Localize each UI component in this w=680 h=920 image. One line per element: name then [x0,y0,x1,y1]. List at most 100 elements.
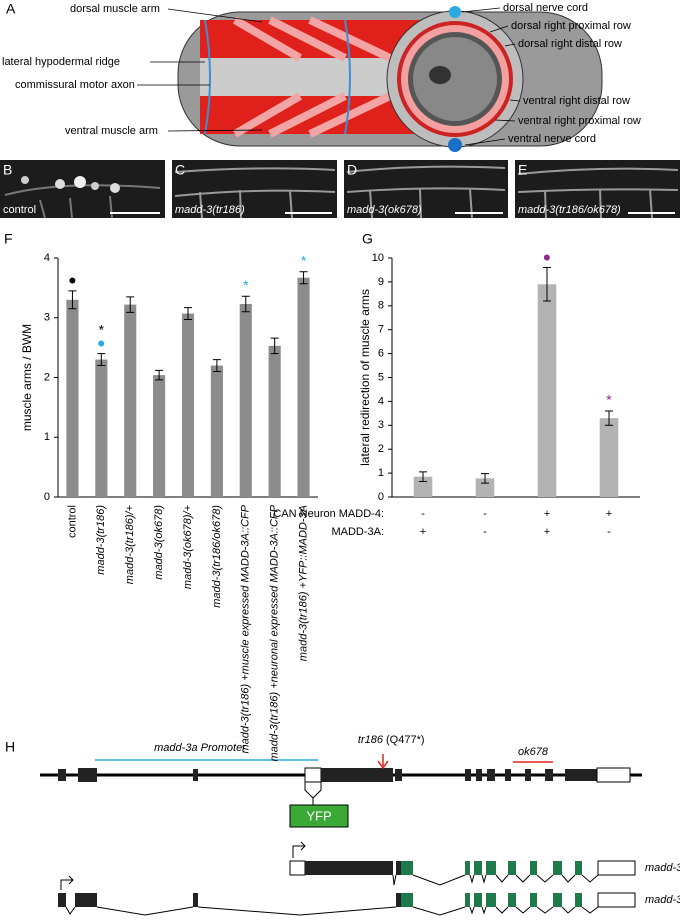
bar [537,284,557,497]
genotype-label: madd-3(tr186) [175,204,245,216]
x-tick-label: madd-3(ok678) [153,505,165,580]
panel-h: H madd-3a Promoter tr186 (Q477*) ok678 Y… [5,734,680,916]
structure-label: dorsal nerve cord [503,2,588,14]
x-tick-label: madd-3(tr186) [95,505,107,575]
condition-value: - [607,526,611,538]
y-tick-label: 6 [378,348,384,360]
error-bar [97,353,106,367]
transcript-label: madd-3a [645,862,680,874]
condition-label: CAN Neuron MADD-4: [273,508,384,520]
structure-label: dorsal muscle arm [70,3,160,15]
significance-mark: * [606,392,612,408]
x-tick-label: madd-3(tr186) +muscle expressed MADD-3A:… [240,504,252,753]
y-axis-title: lateral redirection of muscle arms [358,289,372,466]
deletion-label: ok678 [518,746,549,758]
micrograph: B control [0,160,165,219]
error-bar [419,471,427,482]
condition-value: + [544,526,550,538]
x-tick-label: madd-3(ok678)/+ [182,504,194,589]
y-tick-label: 7 [378,324,384,336]
panel-letter: C [175,162,185,178]
structure-label: ventral right distal row [523,95,630,107]
structure-label: commissural motor axon [15,79,135,91]
y-tick-label: 2 [378,443,384,455]
genotype-label: madd-3(tr186/ok678) [518,204,621,216]
x-tick-label: madd-3(tr186/ok678) [211,505,223,608]
micrograph: E madd-3(tr186/ok678) [515,160,680,219]
y-tick-label: 5 [378,371,384,383]
transcript-b: madd-3b [58,875,680,916]
condition-value: - [421,508,425,520]
x-tick-label: madd-3(tr186)/+ [124,504,136,584]
panel-letter: H [5,739,15,755]
mutation-arrow [377,754,389,770]
genotype-label: control [3,204,36,216]
transcript-a: madd-3a [289,841,680,886]
structure-label: dorsal right proximal row [511,20,631,32]
bar [239,304,252,497]
motor-axon [204,19,351,135]
panel-letter: E [518,162,527,178]
y-tick-label: 3 [44,312,50,324]
structure-label: ventral nerve cord [508,133,596,145]
error-bar [212,359,221,373]
significance-mark: ● [68,272,76,288]
bar [268,345,281,497]
y-tick-label: 3 [378,419,384,431]
micrographs: B control C madd-3(tr186) D madd-3(ok678… [0,160,680,219]
y-axis-title: muscle arms / BWM [20,324,34,431]
micrograph: D madd-3(ok678) [344,160,508,219]
mutation-label: tr186 [358,734,384,746]
x-tick-label: madd-3(tr186) +neuronal expressed MADD-3… [269,504,281,761]
y-tick-label: 8 [378,300,384,312]
condition-value: + [606,508,612,520]
exons [58,767,631,783]
bar [153,375,166,497]
error-bar [299,271,308,285]
y-tick-label: 1 [378,467,384,479]
yfp-box [289,804,349,828]
y-tick-label: 1 [44,431,50,443]
error-bar [241,295,250,313]
mutation-detail: (Q477*) [386,734,425,746]
y-tick-label: 4 [378,395,384,407]
significance-mark: * [99,321,105,337]
lumen [429,66,451,84]
bar [599,418,619,497]
intestine [413,37,497,121]
error-bar [605,410,613,426]
ventral-cord [448,138,462,152]
structure-label: ventral right proximal row [518,115,641,127]
y-tick-label: 0 [44,491,50,503]
y-tick-label: 10 [372,252,384,264]
condition-value: - [483,526,487,538]
significance-mark: * [301,252,307,268]
tag-label: YFP [306,808,331,823]
condition-value: + [420,526,426,538]
promoter-label: madd-3a Promoter [154,742,247,754]
panel-a: A dorsal muscle arm lateral hypodermal r… [2,1,641,152]
bar [181,313,195,497]
bar [475,478,495,497]
panel-letter: B [3,162,12,178]
y-tick-label: 9 [378,276,384,288]
muscle-cells [232,16,392,138]
x-tick-label: control [66,505,78,538]
error-bar [155,369,164,381]
error-bar [68,290,77,310]
yfp-insert [304,782,322,805]
y-tick-label: 4 [44,252,50,264]
error-bar [184,307,192,321]
structure-label: dorsal right distal row [518,38,622,50]
significance-mark: ● [97,334,105,350]
y-tick-label: 0 [378,491,384,503]
panel-letter: A [6,1,16,17]
error-bar [481,473,489,484]
y-tick-label: 2 [44,371,50,383]
error-bar [270,337,279,355]
panel-letter: F [4,231,13,247]
x-tick-label: madd-3(tr186) +YFP::MADD-3A [297,505,309,661]
bar [210,365,223,497]
